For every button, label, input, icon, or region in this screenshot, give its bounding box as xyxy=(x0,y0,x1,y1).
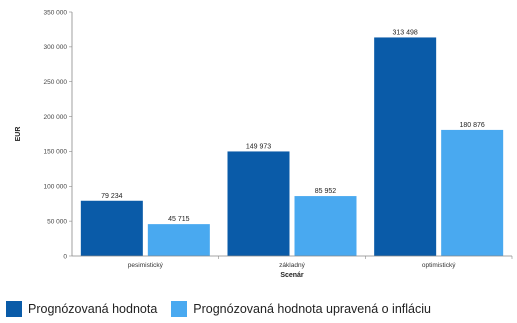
y-tick-label: 150 000 xyxy=(44,149,68,156)
bar-2-3 xyxy=(441,129,504,256)
y-tick-label: 300 000 xyxy=(44,44,68,51)
legend-label-series-1: Prognózovaná hodnota xyxy=(28,302,158,316)
y-tick-label: 250 000 xyxy=(44,79,68,86)
data-labels: 79 234 45 715 149 973 85 952 313 498 180 876 xyxy=(101,29,485,223)
bar-1-2 xyxy=(227,151,290,256)
y-tick-label: 100 000 xyxy=(44,184,68,191)
x-tick-label: optimistický xyxy=(422,262,456,269)
data-label-2-1: 45 715 xyxy=(168,216,190,223)
legend: Prognózovaná hodnota Prognózovaná hodnot… xyxy=(6,301,445,317)
x-tick-label: pesimistický xyxy=(128,262,164,269)
y-tick-label: 0 xyxy=(63,253,67,260)
data-label-1-1: 79 234 xyxy=(101,193,123,200)
bar-1-3 xyxy=(374,37,437,256)
bars xyxy=(80,37,504,256)
y-tick-label: 200 000 xyxy=(44,114,68,121)
legend-item-series-2: Prognózovaná hodnota upravená o infláciu xyxy=(171,301,431,317)
bar-1-1 xyxy=(80,200,143,256)
y-tick-label: 50 000 xyxy=(47,218,67,225)
x-tick-label: základný xyxy=(279,262,305,269)
legend-label-series-2: Prognózovaná hodnota upravená o infláciu xyxy=(193,302,431,316)
x-axis-ticks: pesimistický základný optimistický xyxy=(128,256,513,269)
legend-swatch-series-2 xyxy=(171,301,188,317)
data-label-2-3: 180 876 xyxy=(460,122,485,129)
bar-2-1 xyxy=(147,224,210,256)
data-label-1-3: 313 498 xyxy=(393,29,418,36)
data-label-1-2: 149 973 xyxy=(246,143,271,150)
y-tick-label: 350 000 xyxy=(44,9,68,16)
legend-swatch-series-1 xyxy=(6,301,22,317)
legend-item-series-1: Prognózovaná hodnota xyxy=(6,301,157,317)
y-axis-title: EUR xyxy=(15,127,22,142)
x-axis-title: Scenár xyxy=(280,272,304,279)
data-label-2-2: 85 952 xyxy=(315,188,337,195)
bar-2-2 xyxy=(294,196,357,256)
y-axis-ticks: 0 50 000 100 000 150 000 200 000 250 000 300 0… xyxy=(44,9,72,260)
